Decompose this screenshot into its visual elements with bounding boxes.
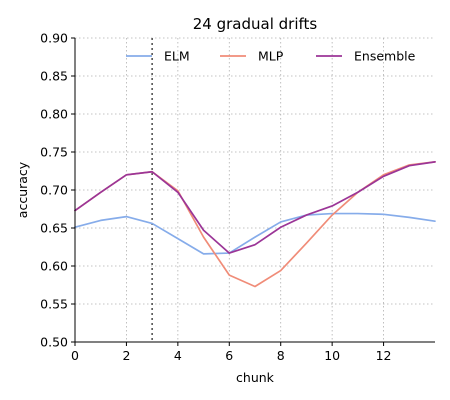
chart-title: 24 gradual drifts bbox=[193, 15, 318, 33]
x-tick-label: 6 bbox=[225, 348, 233, 363]
x-tick-label: 8 bbox=[277, 348, 285, 363]
y-tick-label: 0.90 bbox=[40, 31, 68, 46]
axes-layer: 0 2 4 6 8 10 12 0.50 0.55 0.60 0.65 0.70 0.75 0.80 0.8… bbox=[40, 31, 435, 363]
y-tick-label: 0.75 bbox=[40, 145, 68, 160]
series-line-elm bbox=[74, 212, 436, 255]
grid-layer bbox=[74, 37, 435, 343]
legend-label-ensemble: Ensemble bbox=[354, 49, 416, 64]
x-tick-label: 0 bbox=[71, 348, 79, 363]
series-line-ensemble bbox=[74, 161, 436, 254]
x-tick-label: 2 bbox=[122, 348, 130, 363]
x-axis-label: chunk bbox=[236, 370, 275, 385]
x-tick-label: 12 bbox=[376, 348, 392, 363]
legend: ELM MLP Ensemble bbox=[126, 49, 416, 64]
legend-label-mlp: MLP bbox=[258, 49, 284, 64]
y-tick-label: 0.70 bbox=[40, 183, 68, 198]
legend-label-elm: ELM bbox=[164, 49, 190, 64]
y-tick-label: 0.85 bbox=[40, 69, 68, 84]
y-tick-label: 0.60 bbox=[40, 259, 68, 274]
y-axis-label: accuracy bbox=[15, 161, 30, 218]
x-tick-label: 4 bbox=[174, 348, 182, 363]
x-tick-label: 10 bbox=[324, 348, 340, 363]
y-tick-label: 0.65 bbox=[40, 221, 68, 236]
y-tick-label: 0.55 bbox=[40, 297, 68, 312]
series-line-mlp bbox=[74, 161, 436, 288]
series-layer bbox=[74, 161, 436, 288]
y-tick-label: 0.80 bbox=[40, 107, 68, 122]
y-tick-label: 0.50 bbox=[40, 335, 68, 350]
